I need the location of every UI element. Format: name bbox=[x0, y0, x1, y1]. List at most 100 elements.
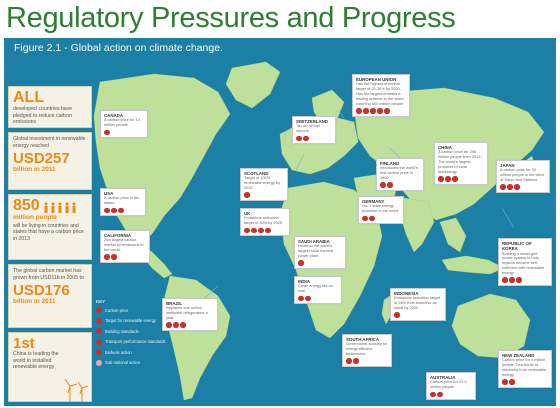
callout-canada: Canada A carbon price for 10 million peo… bbox=[100, 110, 148, 139]
callout-title: California bbox=[104, 233, 132, 238]
stat-carbon-market: The global carbon market has grown from … bbox=[8, 264, 92, 328]
callout-scotland: Scotland Target of 100% renewable energy… bbox=[240, 168, 288, 201]
key-item: Building standards bbox=[96, 328, 158, 334]
stat-big-value: USD257 bbox=[13, 150, 70, 167]
building-standards-icon bbox=[514, 184, 520, 190]
stat-sub-text: million people bbox=[13, 214, 57, 221]
callout-south-africa: South Africa Government subsidy for ener… bbox=[342, 334, 392, 367]
sub-national-action-icon bbox=[96, 359, 102, 366]
key-item: Carbon price bbox=[96, 307, 158, 313]
renewable-target-icon bbox=[96, 317, 102, 324]
callout-desc: Emissions reduction target of 50% by 202… bbox=[244, 215, 283, 226]
callout-title: Canada bbox=[104, 113, 124, 118]
renewable-target-icon bbox=[509, 379, 515, 385]
building-standards-icon bbox=[516, 277, 522, 283]
callout-title: UK bbox=[244, 211, 251, 216]
people-icon bbox=[44, 202, 76, 213]
renewable-target-icon bbox=[509, 277, 515, 283]
key-item-label: Carbon price bbox=[105, 307, 129, 313]
southeast-asia-shape bbox=[439, 217, 467, 253]
stat-big-value: ALL bbox=[13, 89, 45, 106]
callout-desc: Clean energy tax on coal bbox=[298, 283, 333, 294]
indonesia-shape bbox=[441, 255, 505, 275]
map-key: KEY Carbon price Target for renewable en… bbox=[96, 299, 166, 403]
transport-standards-icon bbox=[265, 227, 271, 234]
stat-carbon-price-people: 850 million people will be living in cou… bbox=[8, 194, 92, 260]
callout-california: California 2nd largest carbon market by … bbox=[100, 230, 150, 263]
carbon-price-icon bbox=[104, 207, 110, 214]
callout-title: Indonesia bbox=[394, 291, 419, 296]
callout-switzerland: Switzerland Tax on all fuel imports bbox=[292, 116, 336, 145]
madagascar-shape bbox=[381, 295, 393, 325]
building-standards-icon bbox=[258, 227, 264, 234]
carbon-price-icon bbox=[244, 227, 250, 234]
building-standards-icon bbox=[173, 322, 179, 328]
key-heading: KEY bbox=[96, 299, 106, 304]
building-standards-icon bbox=[118, 207, 124, 214]
callout-desc: Introduced the world's first carbon pric… bbox=[380, 165, 418, 181]
carbon-price-icon bbox=[298, 295, 304, 302]
climate-action-figure: Figure 2.1 - Global action on climate ch… bbox=[4, 38, 556, 406]
renewable-target-icon bbox=[303, 135, 309, 142]
renewable-target-icon bbox=[387, 182, 393, 188]
building-standards-icon bbox=[369, 215, 375, 222]
transport-standards-icon bbox=[377, 108, 383, 114]
stat-sub-text: billion in 2011 bbox=[13, 166, 56, 173]
key-item: Target for renewable energy bbox=[96, 317, 158, 324]
renewable-target-icon bbox=[445, 176, 451, 182]
stat-big-value: 1st bbox=[13, 335, 35, 352]
building-standards-icon bbox=[452, 176, 458, 182]
callout-desc: Home to the world's largest solar therma… bbox=[298, 243, 334, 259]
renewable-target-icon bbox=[353, 358, 359, 364]
renewable-target-icon bbox=[305, 295, 311, 302]
callout-title: Brazil bbox=[166, 301, 183, 306]
stat-big-value: 850 bbox=[13, 197, 40, 214]
callout-uk: UK Emissions reduction target of 50% by … bbox=[240, 208, 290, 237]
callout-desc: Replaces one million inefficient refrige… bbox=[166, 305, 208, 321]
callout-indonesia: Indonesia Emissions reduction target of … bbox=[390, 288, 446, 321]
south-america-shape bbox=[163, 275, 231, 401]
carbon-price-icon bbox=[500, 184, 506, 190]
transport-standards-icon bbox=[96, 338, 102, 345]
carbon-price-icon bbox=[96, 307, 102, 313]
callout-new-zealand: New Zealand Carbon price for 4 million p… bbox=[498, 350, 552, 388]
carbon-price-icon bbox=[430, 391, 436, 398]
callout-india: India Clean energy tax on coal bbox=[294, 276, 342, 305]
key-item-label: Building standards bbox=[105, 328, 139, 334]
stat-china-renewable: 1st China is leading the world in instal… bbox=[8, 332, 92, 402]
callout-desc: Carbon price for 22.3 million people bbox=[430, 379, 467, 390]
stat-pre-text: The global carbon market has grown from … bbox=[13, 268, 84, 281]
callout-desc: Target of 100% renewable energy by 2020 bbox=[244, 175, 281, 191]
carbon-price-icon bbox=[380, 182, 386, 188]
key-item: Transport performance standards bbox=[96, 338, 166, 345]
key-item-label: Transport performance standards bbox=[105, 339, 166, 344]
callout-title: Germany bbox=[362, 199, 385, 204]
callout-desc: Building a smart grid power system to he… bbox=[502, 250, 545, 276]
stat-text: China is leading the world in installed … bbox=[13, 351, 59, 370]
renewable-target-icon bbox=[251, 227, 257, 234]
renewable-target-icon bbox=[111, 207, 117, 214]
callout-title: Japan bbox=[500, 163, 515, 168]
biofuels-icon bbox=[96, 349, 102, 355]
slide-title: Regulatory Pressures and Progress bbox=[6, 2, 456, 34]
callout-title: USA bbox=[104, 191, 114, 196]
renewable-target-icon bbox=[298, 260, 304, 266]
callout-finland: Finland Introduced the world's first car… bbox=[376, 158, 424, 191]
stat-renewable-investment: Global investment in renewable energy re… bbox=[8, 132, 92, 190]
biofuels-icon bbox=[384, 108, 390, 114]
north-america-shape bbox=[93, 73, 231, 245]
key-item-label: Target for renewable energy bbox=[105, 318, 156, 323]
callout-title: New Zealand bbox=[502, 353, 535, 358]
carbon-price-icon bbox=[502, 379, 508, 385]
callout-title: Saudi Arabia bbox=[298, 239, 330, 244]
stat-developed-countries: ALL developed countries have pledged to … bbox=[8, 86, 92, 128]
callout-title: China bbox=[438, 145, 452, 150]
key-item-label: Biofuels action bbox=[105, 349, 132, 355]
callout-desc: A carbon price for 250 million people fr… bbox=[438, 149, 482, 174]
renewable-target-icon bbox=[362, 215, 368, 222]
key-item-label: Sub-national action bbox=[105, 360, 141, 365]
callout-desc: Tax on all fuel imports bbox=[296, 123, 320, 134]
wind-turbine-icon bbox=[64, 378, 89, 402]
carbon-price-icon bbox=[502, 277, 508, 283]
carbon-price-icon bbox=[356, 108, 362, 114]
